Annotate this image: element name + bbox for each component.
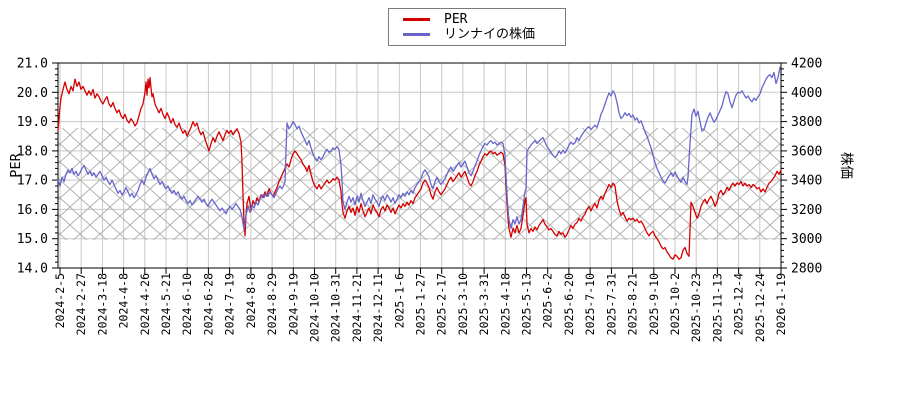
svg-text:2024-9-19: 2024-9-19 [286,273,300,335]
legend-label-stock-price: リンナイの株価 [444,27,536,42]
svg-text:2024-5-21: 2024-5-21 [159,273,173,335]
svg-text:2024-2-27: 2024-2-27 [74,273,88,335]
svg-text:2025-12-24: 2025-12-24 [753,273,767,342]
svg-text:2800: 2800 [791,262,822,277]
svg-text:2025-10-23: 2025-10-23 [689,273,703,342]
svg-text:4200: 4200 [791,57,822,72]
svg-text:2025-4-18: 2025-4-18 [498,273,512,335]
svg-text:2026-1-19: 2026-1-19 [774,273,788,335]
svg-text:2024-4-8: 2024-4-8 [117,273,131,328]
axis-ticks [52,62,787,274]
svg-text:2024-11-21: 2024-11-21 [350,273,364,342]
svg-text:3200: 3200 [791,203,822,218]
svg-text:2025-10-2: 2025-10-2 [668,273,682,335]
svg-text:14.0: 14.0 [17,262,48,277]
legend-label-per: PER [444,12,468,27]
svg-text:4000: 4000 [791,86,822,101]
svg-text:2024-4-26: 2024-4-26 [138,273,152,335]
stock-price-line-swatch [403,33,430,36]
legend-item-stock-price: リンナイの株価 [389,27,565,42]
svg-text:3400: 3400 [791,174,822,189]
svg-text:2024-6-10: 2024-6-10 [180,273,194,335]
per-band-hatch [58,128,781,240]
svg-text:2025-3-10: 2025-3-10 [456,273,470,335]
svg-text:2024-10-31: 2024-10-31 [329,273,343,342]
svg-text:20.0: 20.0 [17,86,48,101]
left-axis-tick-labels: 21.0 20.0 19.0 18.0 17.0 16.0 15.0 14.0 [17,57,48,277]
svg-text:2024-8-8: 2024-8-8 [244,273,258,328]
svg-text:2025-6-2: 2025-6-2 [541,273,555,328]
svg-text:17.0: 17.0 [17,174,48,189]
svg-text:3800: 3800 [791,115,822,130]
svg-text:2025-7-10: 2025-7-10 [583,273,597,335]
svg-text:3000: 3000 [791,232,822,247]
plot-frame [57,62,782,269]
stock-price-series-line [57,66,781,231]
svg-text:2025-3-31: 2025-3-31 [477,273,491,335]
svg-text:2025-5-13: 2025-5-13 [520,273,534,335]
svg-text:16.0: 16.0 [17,203,48,218]
legend: PER リンナイの株価 [388,8,566,46]
svg-text:2024-6-28: 2024-6-28 [201,273,215,335]
svg-text:2025-2-17: 2025-2-17 [435,273,449,335]
svg-text:19.0: 19.0 [17,115,48,130]
svg-text:2024-12-11: 2024-12-11 [371,273,385,342]
per-series-line [57,76,782,260]
svg-text:2025-11-13: 2025-11-13 [710,273,724,342]
svg-text:2025-9-10: 2025-9-10 [647,273,661,335]
svg-text:2024-8-29: 2024-8-29 [265,273,279,335]
svg-text:2025-8-21: 2025-8-21 [626,273,640,335]
right-axis-tick-labels: 4200 4000 3800 3600 3400 3200 3000 2800 [791,57,822,277]
svg-text:2024-3-18: 2024-3-18 [95,273,109,335]
left-axis-title: PER [8,152,24,177]
svg-text:2024-10-10: 2024-10-10 [308,273,322,342]
svg-text:2025-1-6: 2025-1-6 [392,273,406,328]
svg-text:15.0: 15.0 [17,232,48,247]
svg-text:2025-12-4: 2025-12-4 [732,273,746,335]
svg-text:2024-2-5: 2024-2-5 [53,273,67,328]
svg-text:2025-6-20: 2025-6-20 [562,273,576,335]
svg-text:2024-7-19: 2024-7-19 [223,273,237,335]
svg-text:21.0: 21.0 [17,57,48,72]
svg-text:2025-7-31: 2025-7-31 [604,273,618,335]
legend-item-per: PER [389,12,565,27]
x-axis-tick-labels: 2024-2-5 2024-2-27 2024-3-18 2024-4-8 2024-4… [53,273,788,342]
svg-text:2025-1-27: 2025-1-27 [414,273,428,335]
svg-text:3600: 3600 [791,144,822,159]
right-axis-title: 株価 [838,152,854,179]
per-line-swatch [403,18,430,21]
svg-text:18.0: 18.0 [17,144,48,159]
